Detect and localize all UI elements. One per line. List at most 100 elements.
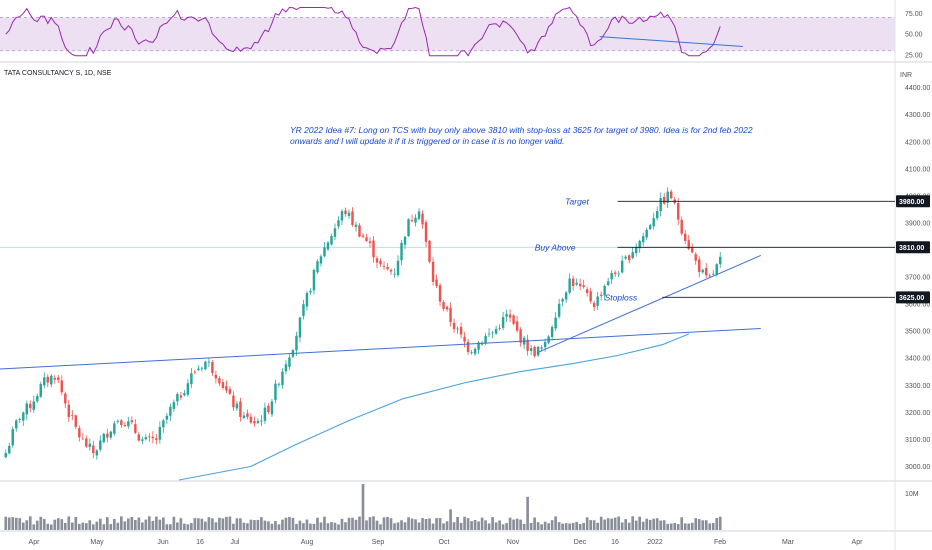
time-tick-label: Apr — [29, 539, 41, 546]
candle-body — [50, 375, 53, 385]
candle-body — [519, 329, 522, 343]
volume-bar — [105, 517, 109, 530]
candle-body — [207, 361, 211, 363]
candle-body — [46, 376, 50, 383]
candle-body — [512, 315, 515, 324]
price-pane[interactable]: TATA CONSULTANCY S, 1D, NSE INR 3000.003… — [0, 70, 930, 481]
volume-bar — [631, 516, 635, 530]
candle-body — [417, 211, 421, 219]
volume-bar — [484, 520, 487, 530]
level-badge — [896, 195, 930, 208]
volume-bar — [690, 522, 694, 530]
volume-bar — [25, 520, 29, 530]
volume-bar — [361, 484, 365, 530]
candle-body — [445, 306, 449, 310]
candle-body — [277, 383, 281, 385]
volume-bar — [204, 521, 207, 530]
time-axis[interactable]: Apr May Jun 16 Jul Aug Sep Oct Nov Dec 16 2022 Feb Ma… — [29, 539, 864, 546]
candle-body — [698, 259, 701, 272]
volume-bar — [337, 524, 340, 530]
volume-bar — [137, 517, 141, 530]
candle-body — [620, 260, 624, 273]
candle-body — [351, 211, 354, 225]
volume-bar — [197, 518, 200, 530]
volume-bar — [284, 517, 288, 530]
candle-body — [662, 197, 666, 204]
candle-body — [316, 261, 319, 273]
candle-body — [561, 299, 564, 302]
volume-bar — [260, 517, 263, 530]
volume-bar — [319, 522, 323, 530]
volume-bar — [704, 520, 708, 530]
candle-body — [81, 438, 85, 440]
candle-body — [71, 415, 74, 416]
volume-bar — [70, 522, 74, 530]
candle-body — [550, 327, 554, 337]
candle-body — [57, 377, 60, 381]
volume-bar — [655, 518, 659, 530]
candle-body — [400, 242, 403, 261]
candle-body — [515, 321, 519, 331]
candle-body — [8, 445, 11, 454]
volume-bar — [218, 517, 221, 530]
volume-bar — [347, 517, 351, 530]
volume-bar — [35, 520, 39, 530]
volume-bar — [498, 520, 501, 530]
candle-body — [407, 219, 410, 237]
volume-bar — [84, 523, 88, 530]
candle-body — [312, 269, 316, 291]
volume-bar — [4, 516, 8, 530]
volume-bar — [554, 516, 557, 530]
candle-body — [32, 401, 35, 410]
candle-body — [648, 225, 652, 230]
candle-body — [211, 362, 214, 374]
volume-bar — [694, 518, 698, 530]
candle-body — [298, 317, 302, 338]
price-tick-label: 3300.00 — [905, 383, 930, 390]
volume-bar — [95, 521, 99, 530]
volume-bar — [599, 516, 603, 530]
candle-body — [526, 339, 529, 351]
candle-body — [554, 317, 557, 329]
volume-bar — [400, 520, 403, 530]
candle-body — [162, 420, 165, 428]
candle-body — [53, 378, 57, 380]
volume-bar — [680, 517, 684, 530]
candle-body — [200, 368, 204, 370]
volume-bar — [267, 521, 270, 530]
volume-bar — [130, 516, 134, 530]
candle-body — [386, 267, 389, 270]
volume-bar — [522, 523, 526, 530]
candle-body — [701, 269, 704, 273]
level-badge-label: 3980.00 — [899, 199, 924, 206]
candle-body — [302, 304, 305, 316]
volume-y-axis: 10M — [905, 491, 919, 498]
candle-body — [144, 437, 148, 440]
candle-body — [596, 296, 599, 306]
price-y-axis[interactable]: 3000.00 3100.00 3200.00 3300.00 3400.00 3500.… — [905, 85, 930, 471]
volume-bar — [274, 521, 277, 530]
volume-bar — [515, 518, 519, 530]
volume-bar — [638, 516, 642, 530]
volume-bar — [620, 522, 624, 530]
volume-bar — [403, 522, 407, 530]
candle-body — [358, 225, 361, 237]
price-tick-label: 3100.00 — [905, 437, 930, 444]
volume-bar — [463, 516, 466, 530]
candle-body — [130, 420, 134, 423]
volume-bar — [102, 524, 106, 530]
candle-body — [78, 428, 81, 438]
candle-body — [218, 378, 221, 384]
candle-body — [680, 219, 683, 234]
volume-bar — [11, 517, 15, 530]
volume-bar — [56, 518, 60, 530]
candle-body — [536, 346, 540, 356]
candle-body — [274, 383, 277, 400]
volume-bar — [302, 523, 305, 530]
candle-body — [344, 210, 347, 215]
candle-body — [242, 415, 246, 419]
volume-bar — [151, 520, 155, 530]
currency-label: INR — [900, 72, 912, 79]
candle-body — [95, 450, 99, 456]
